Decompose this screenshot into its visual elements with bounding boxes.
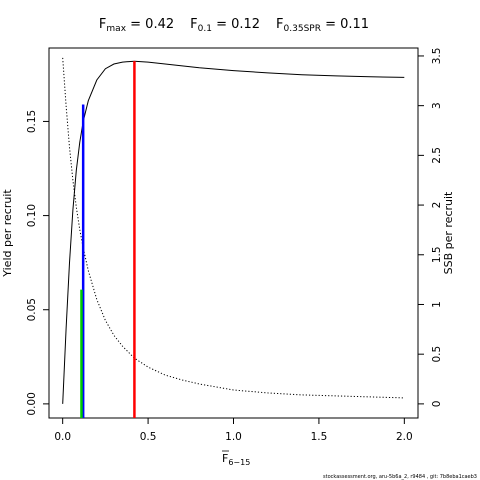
y-tick-label: 0.00 [26, 392, 38, 415]
y-tick-label: 0.15 [26, 110, 38, 133]
title-text: Fmax = 0.42 F0.1 = 0.12 F0.35SPR = 0.11 [99, 17, 369, 34]
x-tick-label: 1.0 [225, 431, 242, 443]
y2-tick-label: 2.5 [431, 147, 443, 164]
x-tick-label: 2.0 [396, 431, 413, 443]
yield-per-recruit-line [62, 60, 405, 404]
x-axis-label: F6−15 [222, 450, 250, 467]
title-subscript: 0.1 [198, 24, 212, 34]
x-tick-label: 0.0 [54, 431, 71, 443]
y-axis-label: Yield per recruit [1, 189, 14, 278]
title-value: = 0.12 [212, 17, 260, 32]
title-symbol: F [276, 17, 283, 32]
title-symbol: F [99, 17, 106, 32]
x-tick-label: 0.5 [140, 431, 157, 443]
title-subscript: max [106, 24, 126, 34]
title-value: = 0.11 [321, 17, 369, 32]
title-symbol: F [190, 17, 197, 32]
x-label-symbol: F [222, 452, 228, 465]
y2-axis-label: SSB per recruit [442, 191, 455, 274]
y-axis-right: 0 0.5 1 1.5 2 2.5 3 3.5 [418, 48, 443, 408]
y2-tick-label: 2 [431, 202, 443, 209]
y2-tick-label: 0 [431, 401, 443, 408]
y2-tick-label: 1 [431, 301, 443, 308]
title-value: = 0.42 [126, 17, 174, 32]
y2-tick-label: 0.5 [431, 346, 443, 363]
y2-tick-label: 1.5 [431, 246, 443, 263]
plot-frame [48, 47, 419, 419]
y2-tick-label: 3.5 [431, 48, 443, 65]
ssb-per-recruit-line [62, 57, 405, 399]
y-tick-label: 0.05 [26, 298, 38, 321]
x-label-subscript: 6−15 [228, 458, 250, 467]
data-lines [62, 57, 405, 404]
x-axis: 0.0 0.5 1.0 1.5 2.0 [54, 418, 413, 443]
x-label-text: F6−15 [222, 452, 250, 467]
x-tick-label: 1.5 [311, 431, 328, 443]
title-subscript: 0.35SPR [284, 24, 321, 34]
y-axis-left: 0.00 0.05 0.10 0.15 [26, 110, 49, 416]
footer-text: stockassessment.org, aru-5b6a_2, r9484 ,… [323, 474, 477, 480]
reference-lines [80, 61, 136, 418]
chart-title: Fmax = 0.42 F0.1 = 0.12 F0.35SPR = 0.11 [99, 17, 369, 34]
y2-tick-label: 3 [431, 102, 443, 109]
y-tick-label: 0.10 [26, 204, 38, 227]
